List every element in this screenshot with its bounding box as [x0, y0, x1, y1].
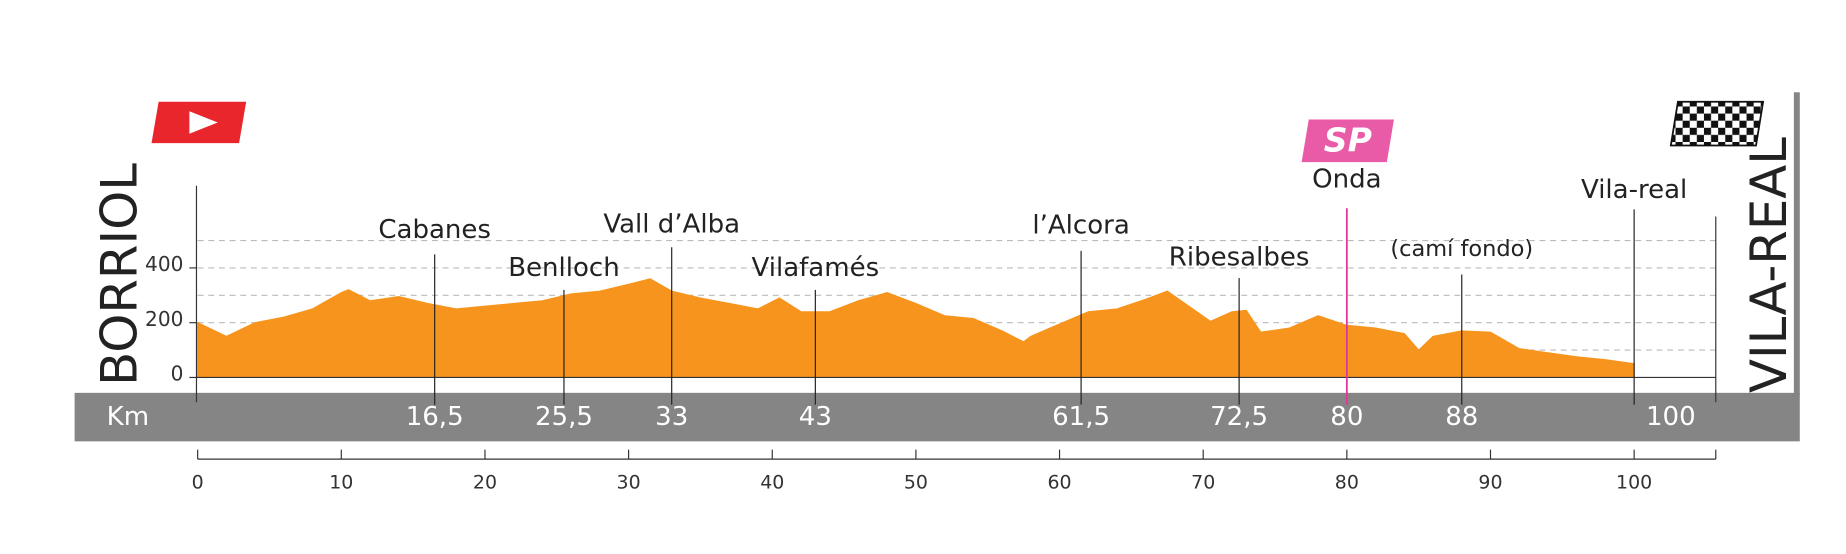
- start-icon: [151, 101, 247, 144]
- x-tick-label: 70: [1191, 471, 1215, 493]
- waypoint-km: 43: [799, 402, 832, 432]
- x-tick-label: 50: [904, 471, 928, 493]
- y-tick-label: 200: [145, 307, 183, 331]
- x-tick-label: 30: [617, 471, 641, 493]
- band-label: Km: [107, 402, 149, 432]
- x-tick-label: 60: [1048, 471, 1072, 493]
- x-tick-label: 10: [329, 471, 353, 493]
- waypoint-name: Cabanes: [378, 215, 491, 245]
- finish-flag: [1669, 100, 1765, 147]
- waypoint-name: l’Alcora: [1032, 211, 1129, 241]
- sprint-badge: SP: [1301, 119, 1394, 163]
- waypoint-km: 80: [1330, 402, 1363, 432]
- finish-label: VILA-REAL: [1740, 137, 1798, 393]
- waypoint-name: Benlloch: [508, 253, 620, 283]
- waypoint-name: Onda: [1312, 164, 1381, 194]
- waypoint-km: 100: [1646, 402, 1696, 432]
- elevation-area: [197, 278, 1635, 379]
- km-band: [74, 392, 1800, 442]
- waypoint-name: Vilafamés: [752, 253, 880, 283]
- waypoint-name: (camí fondo): [1390, 236, 1533, 262]
- x-tick-label: 40: [760, 471, 784, 493]
- plot: 0 200 400 0 10 20 30 40 50 60 70 80 90 100 Cabanes 16,5…: [145, 164, 1717, 493]
- x-tick-label: 20: [473, 471, 497, 493]
- x-tick-label: 90: [1478, 471, 1502, 493]
- start-label: BORRIOL: [91, 163, 149, 386]
- waypoint-name: Vila-real: [1581, 175, 1687, 205]
- waypoint-km: 72,5: [1210, 402, 1268, 432]
- waypoint-km: 33: [655, 402, 688, 432]
- x-tick-label: 100: [1616, 471, 1652, 493]
- waypoint-km: 61,5: [1052, 402, 1110, 432]
- y-tick-label: 0: [171, 362, 184, 386]
- waypoint-km: 16,5: [406, 402, 464, 432]
- right-bar: [1793, 92, 1800, 396]
- waypoint-km: 88: [1445, 402, 1478, 432]
- waypoint-km: 25,5: [535, 402, 593, 432]
- x-tick-label: 0: [192, 471, 204, 493]
- y-tick-label: 400: [145, 252, 183, 276]
- waypoint-name: Vall d’Alba: [603, 209, 740, 239]
- waypoint-name: Ribesalbes: [1169, 242, 1310, 272]
- x-tick-label: 80: [1335, 471, 1359, 493]
- sprint-label: SP: [1324, 120, 1372, 159]
